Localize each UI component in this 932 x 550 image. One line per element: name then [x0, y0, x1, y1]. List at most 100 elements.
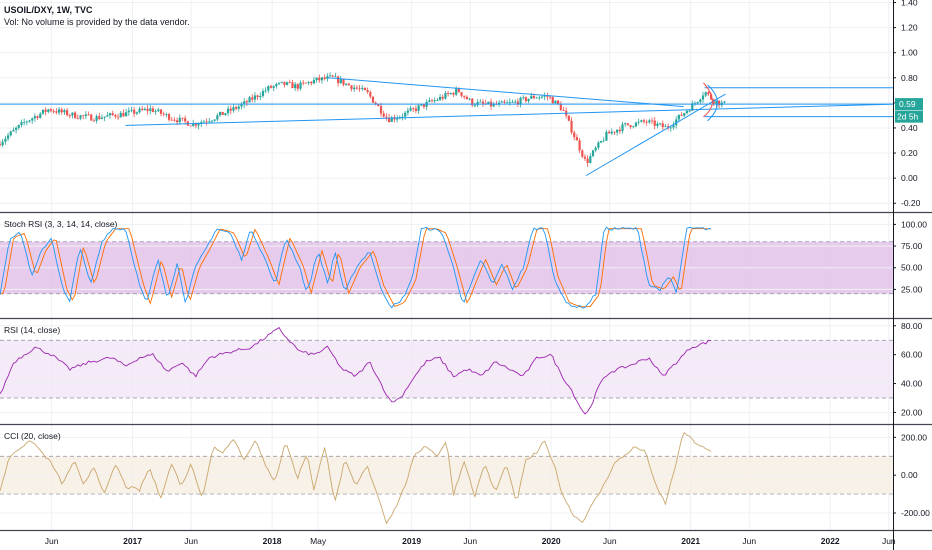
- price-tick-label: 0.80: [901, 73, 918, 83]
- candle-body: [194, 123, 197, 126]
- candle-body: [656, 123, 659, 126]
- price-tick-label: 0.20: [901, 148, 918, 158]
- candle-body: [248, 97, 251, 103]
- candle-body: [503, 101, 506, 103]
- candle-body: [428, 100, 431, 102]
- candle-body: [650, 120, 654, 122]
- candle-body: [82, 115, 85, 117]
- candle-body: [554, 100, 557, 104]
- candle-body: [548, 96, 552, 98]
- candle-body: [307, 81, 310, 83]
- candle-body: [280, 81, 283, 83]
- candle-body: [557, 100, 560, 105]
- candle-body: [637, 121, 640, 123]
- candle-body: [331, 75, 334, 77]
- candle-body: [350, 85, 353, 90]
- candle-body: [366, 90, 369, 93]
- candle-body: [339, 79, 342, 84]
- candle-body: [98, 116, 101, 119]
- candle-body: [224, 113, 227, 115]
- candle-body: [143, 108, 146, 110]
- candle-body: [363, 87, 367, 91]
- candle-body: [304, 82, 307, 84]
- candle-body: [173, 119, 176, 121]
- candle-body: [302, 82, 305, 84]
- candle-body: [658, 123, 662, 125]
- candle-body: [31, 118, 34, 121]
- candle-body: [14, 127, 18, 130]
- candle-body: [320, 77, 324, 81]
- stoch-signal-line: [0, 228, 712, 308]
- candle-body: [436, 100, 439, 101]
- candle-body: [487, 101, 490, 105]
- candle-body: [57, 109, 61, 113]
- candle-body: [361, 87, 364, 89]
- stoch-tick-label: 100.00: [901, 219, 927, 229]
- candle-body: [33, 116, 36, 119]
- stoch-rsi-title[interactable]: Stoch RSI (3, 3, 14, 14, close): [4, 219, 118, 229]
- candle-body: [256, 95, 259, 98]
- cci-title[interactable]: CCI (20, close): [4, 431, 61, 441]
- countdown-label: 2d 5h: [897, 112, 919, 122]
- candle-body: [387, 117, 391, 122]
- candle-body: [709, 94, 713, 100]
- candle-body: [430, 100, 434, 102]
- candle-body: [261, 91, 265, 97]
- candle-body: [701, 95, 705, 100]
- cci-tick-label: 0.00: [901, 470, 918, 480]
- candle-body: [125, 112, 128, 117]
- candle-body: [146, 108, 149, 111]
- candle-body: [455, 88, 458, 95]
- stoch-tick-label: 25.00: [901, 284, 923, 294]
- candle-body: [17, 124, 20, 128]
- candle-body: [181, 117, 184, 119]
- stoch-line: [0, 226, 712, 309]
- candle-body: [704, 92, 707, 96]
- candle-body: [60, 109, 63, 113]
- candle-body: [347, 83, 350, 86]
- candle-body: [74, 112, 77, 119]
- candle-body: [291, 82, 294, 89]
- candle-body: [84, 114, 87, 116]
- time-tick-label: 2020: [542, 536, 561, 546]
- candle-body: [342, 79, 345, 85]
- candle-body: [420, 104, 423, 106]
- candle-body: [103, 116, 106, 118]
- time-tick-label: Jun: [184, 536, 198, 546]
- candle-body: [334, 76, 337, 78]
- candle-body: [243, 101, 246, 105]
- candle-body: [481, 101, 485, 104]
- trend-arc-blue: [707, 84, 718, 122]
- candle-body: [95, 116, 98, 121]
- candle-body: [382, 113, 385, 117]
- candle-body: [589, 156, 592, 163]
- time-tick-label: Jun: [45, 536, 59, 546]
- symbol-title[interactable]: USOIL/DXY, 1W, TVC: [4, 5, 93, 15]
- candle-body: [610, 131, 613, 134]
- candle-body: [218, 111, 222, 116]
- candle-body: [414, 108, 418, 111]
- candle-body: [122, 112, 125, 117]
- candle-body: [119, 112, 122, 118]
- candle-body: [299, 82, 302, 89]
- rsi-title[interactable]: RSI (14, close): [4, 325, 61, 335]
- candle-body: [205, 121, 208, 123]
- time-tick-label: Jun: [882, 536, 896, 546]
- trendline-2: [327, 77, 684, 108]
- candle-body: [567, 115, 570, 121]
- candle-body: [522, 97, 525, 99]
- candle-body: [433, 100, 436, 102]
- candle-body: [68, 115, 71, 117]
- candle-body: [594, 147, 597, 151]
- time-tick-label: 2022: [821, 536, 840, 546]
- candle-body: [232, 107, 235, 111]
- candle-body: [634, 122, 638, 127]
- candle-body: [49, 109, 53, 112]
- candle-body: [229, 108, 232, 111]
- candle-body: [167, 114, 171, 120]
- candle-body: [412, 108, 415, 110]
- candle-body: [385, 116, 388, 118]
- candle-body: [409, 108, 412, 111]
- candle-body: [527, 98, 530, 102]
